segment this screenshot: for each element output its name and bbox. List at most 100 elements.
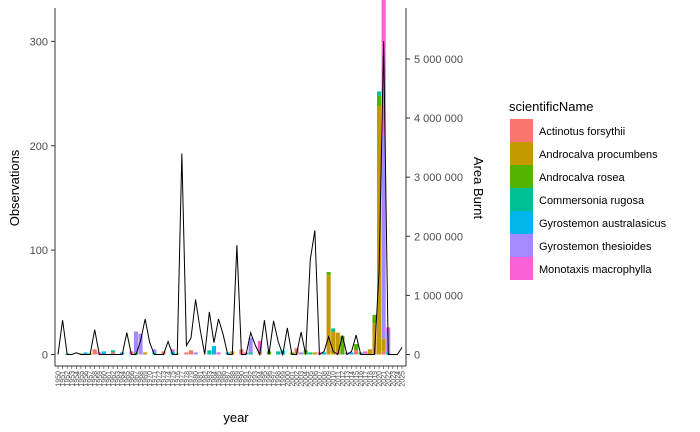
legend-swatch <box>510 188 533 211</box>
x-tick-label: 2022 <box>386 371 393 387</box>
legend-swatch <box>510 257 533 280</box>
x-tick-label: 1953 <box>69 371 76 387</box>
y2-tick-label: 5 000 000 <box>414 54 463 66</box>
bar-androcalva-procumbens-1969 <box>143 352 148 355</box>
x-tick-label: 2003 <box>299 371 306 387</box>
area-burnt-line <box>57 41 403 357</box>
x-tick-label: 2015 <box>354 371 361 387</box>
y-tick-label: 300 <box>30 36 48 48</box>
x-tick-label: 1950 <box>56 371 63 387</box>
x-tick-label: 1966 <box>129 371 136 387</box>
y-tick-label: 100 <box>30 245 48 257</box>
line-layer <box>57 41 403 357</box>
x-tick-label: 2020 <box>377 371 384 387</box>
x-tick-label: 1993 <box>253 371 260 387</box>
bar-gyrostemon-australasicus-1975 <box>170 351 175 355</box>
x-tick-label: 1962 <box>111 371 118 387</box>
x-tick-label: 2013 <box>344 371 351 387</box>
x-tick-label: 1963 <box>115 371 122 387</box>
x-tick-label: 1975 <box>170 371 177 387</box>
bar-actinotus-forsythii-1973 <box>161 351 166 355</box>
bar-androcalva-rosea-2015 <box>354 344 359 351</box>
bar-commersonia-rugosa-2010 <box>331 328 336 332</box>
bar-androcalva-procumbens-2021 <box>381 338 386 352</box>
axes-layer: 0 100 200 300 0 1 000 000 2 000 000 3 000 000 4 … <box>30 8 463 387</box>
x-tick-label: 1994 <box>257 371 264 387</box>
bar-gyrostemon-thesioides-1971 <box>152 349 157 353</box>
y2-tick-label: 3 000 000 <box>414 172 463 184</box>
x-tick-label: 1960 <box>101 371 108 387</box>
x-tick-label: 1988 <box>230 371 237 387</box>
x-tick-label: 1982 <box>202 371 209 387</box>
x-tick-label: 1964 <box>120 371 127 387</box>
x-tick-label: 1983 <box>207 371 214 387</box>
bar-androcalva-rosea-2020 <box>377 95 382 107</box>
legend-label: Androcalva procumbens <box>539 149 658 161</box>
bar-androcalva-procumbens-2010 <box>331 331 336 355</box>
bar-gyrostemon-thesioides-2021 <box>381 135 386 339</box>
x-tick-label: 2005 <box>308 371 315 387</box>
x-tick-label: 2002 <box>294 371 301 387</box>
x-tick-label: 2021 <box>381 371 388 387</box>
bar-commersonia-rugosa-1998 <box>276 351 281 355</box>
x-tick-label: 1995 <box>262 371 269 387</box>
legend-swatch <box>510 142 533 165</box>
y2-axis-title: Area Burnt <box>471 157 486 220</box>
legend-swatch <box>510 234 533 257</box>
bar-gyrostemon-thesioides-1968 <box>138 333 143 355</box>
legend-swatch <box>510 211 533 234</box>
x-axis-title: year <box>223 410 249 425</box>
x-tick-label: 1984 <box>211 371 218 387</box>
y-tick-label: 0 <box>42 350 48 362</box>
bar-actinotus-forsythii-1962 <box>110 352 116 355</box>
bar-gyrostemon-australasicus-1984 <box>211 346 217 355</box>
x-tick-label: 2009 <box>326 371 333 387</box>
x-tick-label: 1973 <box>161 371 168 387</box>
legend-label: Commersonia rugosa <box>539 195 645 207</box>
x-tick-label: 1954 <box>74 371 81 387</box>
x-tick-label: 1999 <box>280 371 287 387</box>
bar-gyrostemon-thesioides-1980 <box>193 352 198 355</box>
x-tick-label: 2001 <box>289 371 296 387</box>
x-tick-label: 1957 <box>88 371 95 387</box>
bar-actinotus-forsythii-1978 <box>184 352 189 355</box>
x-tick-label: 1959 <box>97 371 104 387</box>
bar-androcalva-procumbens-2018 <box>367 349 372 355</box>
bar-androcalva-procumbens-2011 <box>335 332 340 352</box>
bar-gyrostemon-australasicus-1960 <box>101 351 106 355</box>
x-tick-label: 2000 <box>285 371 292 387</box>
legend-label: Gyrostemon australasicus <box>539 218 667 230</box>
bar-actinotus-forsythii-2002 <box>294 348 299 355</box>
x-tick-label: 2017 <box>363 371 370 387</box>
x-tick-label: 1990 <box>239 371 246 387</box>
x-tick-label: 1987 <box>225 371 232 387</box>
x-tick-label: 2025 <box>400 371 407 387</box>
bar-gyrostemon-australasicus-2014 <box>349 352 354 355</box>
x-tick-label: 1992 <box>248 371 255 387</box>
x-tick-label: 2014 <box>349 371 356 387</box>
y-axis-title: Observations <box>7 149 22 226</box>
bar-actinotus-forsythii-2021 <box>381 351 386 355</box>
x-tick-label: 2008 <box>322 371 329 387</box>
x-tick-label: 2023 <box>390 371 397 387</box>
x-tick-label: 1989 <box>234 371 241 387</box>
x-tick-label: 1997 <box>271 371 278 387</box>
bar-commersonia-rugosa-1992 <box>248 352 253 355</box>
bar-androcalva-procumbens-2006 <box>312 352 317 355</box>
x-tick-label: 1968 <box>138 371 145 387</box>
bar-commersonia-rugosa-2005 <box>308 352 313 355</box>
legend-title: scientificName <box>509 99 594 114</box>
x-tick-label: 1986 <box>221 371 228 387</box>
bar-androcalva-rosea-2019 <box>372 314 377 324</box>
x-tick-label: 1969 <box>143 371 150 387</box>
x-tick-label: 1976 <box>175 371 182 387</box>
x-tick-label: 1971 <box>152 371 159 387</box>
bar-commersonia-rugosa-1962 <box>110 350 116 353</box>
x-tick-label: 1952 <box>65 371 72 387</box>
legend-label: Gyrostemon thesioides <box>539 241 652 253</box>
x-tick-label: 2018 <box>367 371 374 387</box>
x-tick-label: 1998 <box>276 371 283 387</box>
bar-monotaxis-macrophylla-2017 <box>363 351 368 355</box>
